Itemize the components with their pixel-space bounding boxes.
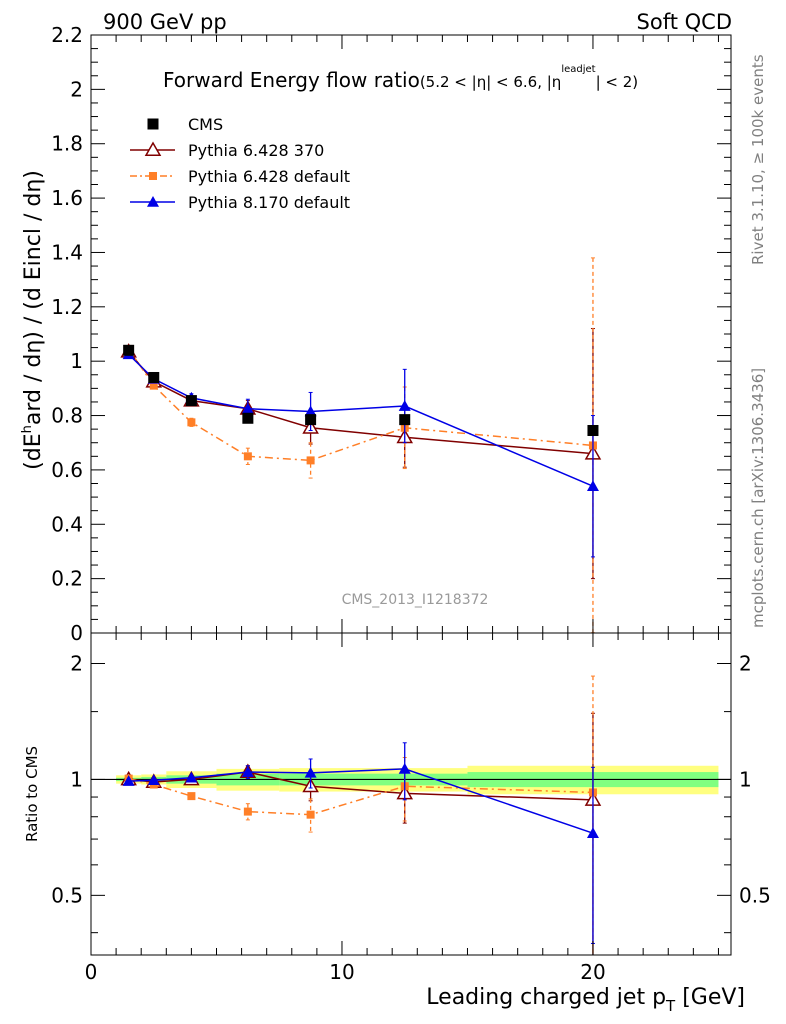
pythia8-point — [241, 766, 254, 777]
ylabel-part3: incl / dη) — [21, 170, 46, 266]
pythia6-370-point — [144, 141, 162, 156]
y-tick-label: 0 — [70, 621, 83, 645]
analysis-watermark: CMS_2013_I1218372 — [342, 592, 489, 608]
legend: CMS Pythia 6.428 370 Pythia 6.428 default P… — [130, 115, 350, 212]
series-pythia-6-428-default — [124, 675, 597, 956]
cms-point — [399, 414, 411, 426]
ratio-y-axis-label: Ratio to CMS — [23, 746, 41, 842]
xlabel-unit: [GeV] — [675, 985, 745, 1010]
series-pythia-6-428-default — [124, 257, 597, 634]
pythia8-point — [185, 771, 198, 783]
main-title-end: | < 2) — [596, 73, 639, 91]
main-frame — [90, 34, 732, 634]
main-panel-axes: 0 0.2 0.4 0.6 0.8 1 1.2 1.4 1.6 1.8 2 2.2 — [51, 23, 732, 645]
y-tick-label: 1.8 — [51, 132, 83, 156]
xlabel-sub: T — [665, 997, 676, 1015]
pythia8-point — [304, 405, 317, 417]
pythia8-point — [398, 762, 411, 774]
cms-point — [123, 344, 135, 356]
cms-point — [587, 424, 599, 436]
pythia6-default-point — [187, 792, 196, 801]
pythia8-point — [241, 402, 254, 414]
rivet-note: Rivet 3.1.10, ≥ 100k events — [749, 54, 767, 265]
y-tick-label: 1 — [70, 349, 83, 373]
pythia8-point — [147, 196, 159, 207]
cms-point — [147, 118, 159, 130]
y-tick-label: 0.4 — [51, 512, 83, 536]
x-axis-label: Leading charged jet pT [GeV] — [426, 985, 745, 1015]
pythia8-point — [304, 766, 317, 778]
main-title-text: Forward Energy flow ratio — [163, 68, 420, 92]
main-y-axis-label: (dEhard / dη) / (d Eincl / dη) — [20, 170, 46, 470]
pythia6-default-point — [187, 418, 196, 427]
series-line — [128, 353, 594, 487]
legend-label: Pythia 6.428 370 — [188, 141, 324, 160]
y-tick-label: 1.4 — [51, 240, 83, 264]
legend-label: Pythia 8.170 default — [188, 193, 350, 212]
legend-entry: Pythia 6.428 370 — [130, 141, 324, 160]
cms-point — [185, 395, 197, 407]
y-tick-label: 0.2 — [51, 567, 83, 591]
cms-point — [305, 414, 317, 426]
y-tick-label: 0.6 — [51, 458, 83, 482]
ratio-y-tick-label: 1 — [70, 767, 83, 791]
series-cms — [123, 344, 599, 436]
y-tick-label: 2 — [70, 77, 83, 101]
pythia6-default-point — [306, 456, 315, 465]
pythia6-default-point — [243, 452, 252, 461]
pythia8-point — [122, 775, 135, 786]
pythia8-point — [586, 827, 599, 839]
pythia8-point — [398, 400, 411, 411]
main-panel-series — [120, 257, 602, 634]
xlabel-text: Leading charged jet p — [426, 985, 666, 1010]
pythia8-point — [586, 480, 599, 492]
x-tick-label: 0 — [85, 960, 98, 984]
legend-entry: CMS — [147, 115, 223, 134]
ylabel-part1: (dE — [21, 433, 46, 469]
mcplots-note: mcplots.cern.ch [arXiv:1306.3436] — [749, 368, 767, 628]
legend-label: CMS — [188, 115, 223, 134]
y-tick-label: 0.8 — [51, 404, 83, 428]
y-tick-label: 1.2 — [51, 295, 83, 319]
ratio-y-tick-label: 2 — [70, 651, 83, 675]
cms-point — [242, 412, 254, 424]
header-right: Soft QCD — [637, 10, 732, 34]
ylabel-part2: ard / dη) / (d E — [21, 266, 46, 425]
ylabel-sup: h — [20, 425, 35, 433]
main-title-condition: (5.2 < |η| < 6.6, |η — [420, 73, 561, 91]
ratio-y-tick-label: 0.5 — [51, 883, 83, 907]
x-tick-label: 20 — [580, 960, 605, 984]
series-pythia-8-170-default — [122, 348, 599, 558]
pythia6-default-point — [149, 172, 157, 180]
series-pythia-6-428-370 — [120, 328, 602, 580]
series-pythia-6-428-370 — [120, 712, 602, 956]
ratio-y-tick-label-right: 1 — [739, 767, 752, 791]
ratio-y-tick-label-right: 0.5 — [739, 883, 771, 907]
main-title: Forward Energy flow ratio(5.2 < |η| < 6.… — [163, 64, 638, 92]
pythia6-default-point — [243, 807, 252, 816]
legend-label: Pythia 6.428 default — [188, 167, 350, 186]
ratio-y-tick-label-right: 2 — [739, 651, 752, 675]
y-tick-label: 1.6 — [51, 186, 83, 210]
cms-point — [148, 371, 160, 383]
ratio-panel-series — [120, 675, 602, 956]
y-tick-label: 2.2 — [51, 23, 83, 47]
pythia6-default-point — [306, 810, 315, 819]
pythia6-default-point — [149, 381, 158, 390]
pythia8-point — [147, 774, 160, 786]
legend-entry: Pythia 8.170 default — [130, 193, 350, 212]
x-tick-label: 10 — [329, 960, 354, 984]
series-pythia-8-170-default — [122, 742, 599, 944]
ratio-panel-axes: 0.5 0.51 12 20 10 20 — [51, 632, 771, 984]
main-title-sup: leadjet — [561, 64, 595, 75]
header-left: 900 GeV pp — [103, 10, 227, 34]
legend-entry: Pythia 6.428 default — [130, 167, 350, 186]
ratio-frame — [90, 632, 732, 956]
